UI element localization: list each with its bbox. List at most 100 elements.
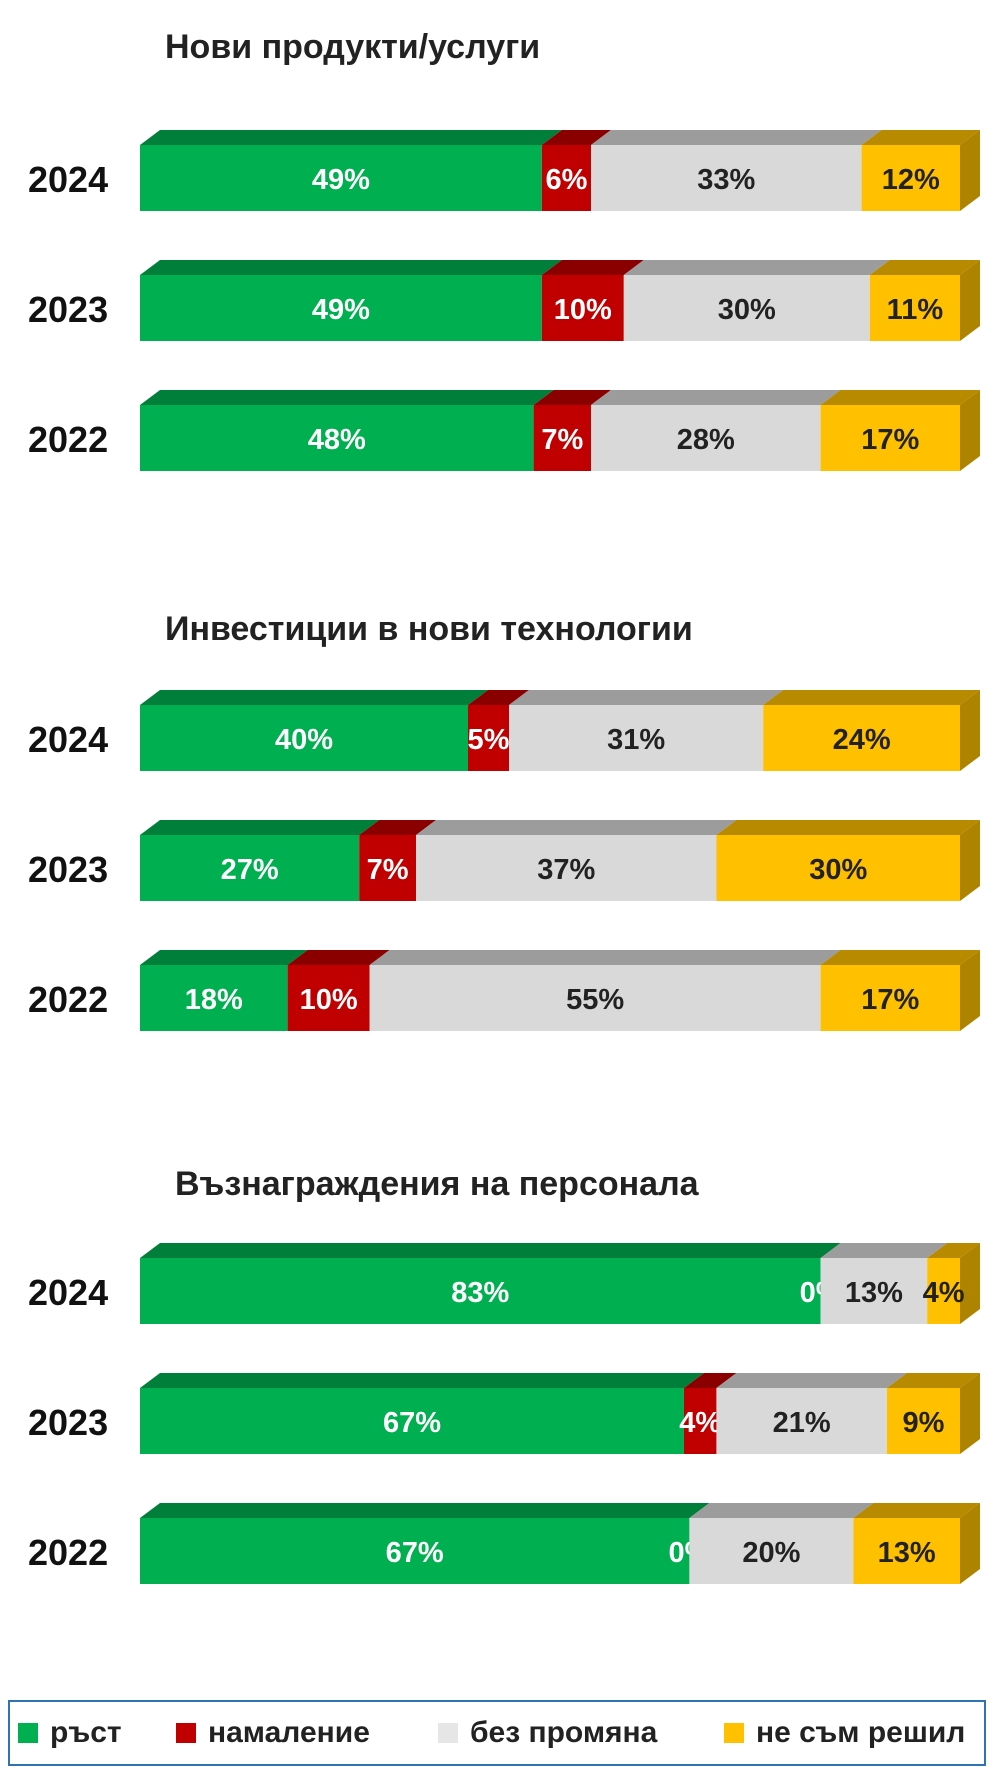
bar-segment-decrease [683, 1388, 717, 1454]
bar-segment-no-change [591, 145, 862, 211]
bar-segment-decrease [541, 145, 591, 211]
bar-segment-decrease-top [541, 260, 644, 275]
category-label: 2023 [28, 1402, 108, 1443]
data-label: 7% [541, 424, 583, 456]
bar-segment-decrease [359, 835, 417, 901]
bar-segment-undecided [763, 705, 960, 771]
data-label: 40% [275, 724, 333, 756]
data-label: 13% [878, 1537, 936, 1569]
category-label: 2022 [28, 419, 108, 460]
bar-segment-growth-top [140, 260, 562, 275]
data-label: 4% [679, 1407, 721, 1439]
bar-segment-decrease [541, 275, 624, 341]
legend-label-growth: ръст [50, 1716, 122, 1749]
bar-segment-growth-top [140, 690, 488, 705]
data-label: 17% [861, 424, 919, 456]
bar-segment-no-change [509, 705, 764, 771]
bar-segment-undecided [716, 835, 960, 901]
bar-segment-decrease [533, 405, 591, 471]
bar-segment-growth [140, 835, 360, 901]
bar-segment-decrease-top [359, 820, 437, 835]
bar-segment-undecided-side [960, 950, 980, 1031]
bar-segment-undecided-side [960, 820, 980, 901]
chart-title: Инвестиции в нови технологии [165, 610, 693, 648]
bar-segment-growth [140, 965, 288, 1031]
bar-segment-undecided [927, 1258, 960, 1324]
legend-label-decrease: намаление [208, 1716, 370, 1749]
bar-segment-no-change-top [716, 1373, 907, 1388]
bar-segment-growth-top [140, 130, 562, 145]
bar-segment-undecided-side [960, 1243, 980, 1324]
stacked-bar-charts: Нови продукти/услуги 2024 49% 6% 33% 12% 2023 4… [28, 28, 980, 1584]
data-label: 18% [185, 984, 243, 1016]
bar-segment-no-change [591, 405, 821, 471]
bar-segment-no-change [623, 275, 870, 341]
bar-segment-growth [140, 1388, 684, 1454]
data-label: 5% [468, 724, 510, 756]
data-label: 49% [312, 294, 370, 326]
chart-title: Възнаграждения на персонала [175, 1165, 700, 1203]
data-label: 6% [545, 164, 587, 196]
bar-segment-growth-top [140, 820, 380, 835]
bar-segment-no-change-top [689, 1503, 874, 1518]
bar-segment-no-change-top [416, 820, 737, 835]
bar-segment-no-change [820, 1258, 928, 1324]
data-label: 48% [308, 424, 366, 456]
data-label: 83% [451, 1277, 509, 1309]
data-label: 20% [742, 1537, 800, 1569]
bar-segment-decrease-top [533, 390, 611, 405]
category-label: 2024 [28, 1272, 108, 1313]
data-label: 7% [367, 854, 409, 886]
bar-segment-undecided [886, 1388, 960, 1454]
bar-segment-growth [140, 145, 542, 211]
bar-segment-undecided-top [853, 1503, 980, 1518]
bar-segment-decrease [468, 705, 509, 771]
bar-segment-undecided [853, 1518, 960, 1584]
bar-segment-undecided [820, 965, 960, 1031]
chart-title: Нови продукти/услуги [165, 28, 540, 66]
legend-item-undecided: не съм решил [724, 1702, 965, 1764]
data-label: 4% [923, 1277, 965, 1309]
bar-segment-undecided-side [960, 390, 980, 471]
data-label: 33% [697, 164, 755, 196]
category-label: 2022 [28, 979, 108, 1020]
bar-segment-no-change [416, 835, 717, 901]
bar-segment-undecided-top [820, 390, 980, 405]
bar-segment-undecided-top [820, 950, 980, 965]
data-label: 10% [300, 984, 358, 1016]
legend-swatch-decrease [176, 1723, 196, 1743]
bar-row-2023: 2023 49% 10% 30% 11% [28, 260, 980, 341]
bar-row-2024: 2024 49% 6% 33% 12% [28, 130, 980, 211]
data-label: 30% [809, 854, 867, 886]
bar-row-2023: 2023 27% 7% 37% 30% [28, 820, 980, 901]
bar-segment-decrease [287, 965, 370, 1031]
bar-segment-no-change-top [591, 390, 841, 405]
bar-segment-decrease-top [287, 950, 390, 965]
bar-segment-undecided-side [960, 130, 980, 211]
bar-segment-no-change [716, 1388, 887, 1454]
bar-segment-no-change-top [509, 690, 784, 705]
bar-segment-no-change-top [369, 950, 841, 965]
data-label: 24% [833, 724, 891, 756]
bar-segment-growth-top [140, 390, 554, 405]
category-label: 2024 [28, 719, 108, 760]
bar-segment-growth [140, 1258, 821, 1324]
data-label: 55% [566, 984, 624, 1016]
bar-segment-no-change-top [623, 260, 890, 275]
bar-segment-no-change-top [591, 130, 882, 145]
bar-segment-undecided-top [716, 820, 980, 835]
bar-row-2022: 2022 18% 10% 55% 17% [28, 950, 980, 1031]
chart-legend: ръст намаление без промяна не съм решил [8, 1700, 986, 1766]
legend-swatch-undecided [724, 1723, 744, 1743]
bar-segment-undecided-side [960, 1373, 980, 1454]
bar-segment-undecided-top [861, 130, 980, 145]
bar-segment-growth [140, 405, 534, 471]
category-label: 2024 [28, 159, 108, 200]
legend-label-undecided: не съм решил [756, 1716, 966, 1749]
bar-segment-undecided-top [869, 260, 980, 275]
bar-row-2022: 2022 48% 7% 28% 17% [28, 390, 980, 471]
bar-segment-undecided-top [886, 1373, 980, 1388]
bar-segment-decrease-top [541, 130, 611, 145]
bar-segment-undecided-top [927, 1243, 980, 1258]
